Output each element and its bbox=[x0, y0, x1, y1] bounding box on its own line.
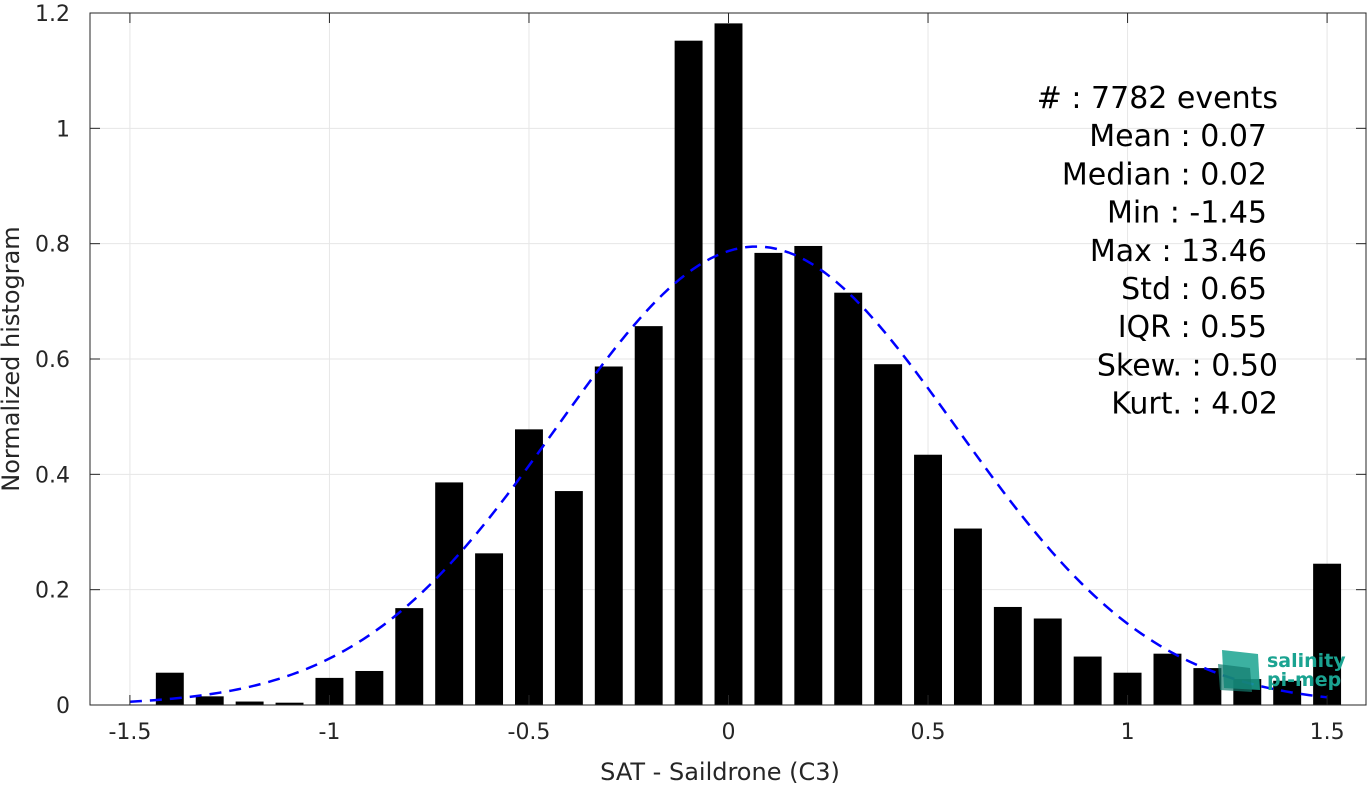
histogram-bar bbox=[1193, 668, 1222, 705]
logo-emblem-icon bbox=[1218, 650, 1260, 692]
stats-line: Mean : 0.07 bbox=[1089, 119, 1267, 154]
histogram-bar bbox=[714, 23, 743, 705]
bars-layer bbox=[155, 23, 1342, 706]
x-tick-label: 0 bbox=[722, 720, 736, 745]
stats-line: Skew. : 0.50 bbox=[1097, 348, 1278, 383]
stats-line: Std : 0.65 bbox=[1121, 272, 1267, 307]
histogram-bar bbox=[794, 245, 823, 705]
y-tick-label: 0.2 bbox=[35, 579, 70, 604]
histogram-bar bbox=[1313, 563, 1342, 705]
y-tick-label: 0.6 bbox=[35, 348, 70, 373]
histogram-bar bbox=[674, 40, 703, 706]
histogram-bar bbox=[1033, 618, 1062, 705]
histogram-bar bbox=[554, 491, 583, 705]
stats-line: Max : 13.46 bbox=[1090, 234, 1267, 269]
stats-line: IQR : 0.55 bbox=[1118, 310, 1267, 345]
x-tick-label: 0.5 bbox=[911, 720, 946, 745]
plot-frame bbox=[89, 12, 1367, 706]
normal-fit-curve bbox=[129, 245, 1328, 703]
fit-curve-layer bbox=[129, 245, 1328, 703]
histogram-bar bbox=[1153, 653, 1182, 705]
histogram-bar bbox=[355, 670, 384, 705]
stats-line: Min : -1.45 bbox=[1107, 196, 1267, 231]
histogram-bar bbox=[914, 454, 942, 705]
histogram-bar bbox=[953, 528, 982, 705]
stats-line: Kurt. : 4.02 bbox=[1111, 387, 1278, 422]
histogram-bar bbox=[275, 702, 304, 705]
logo-text-line1: salinity bbox=[1267, 650, 1346, 672]
histogram-bar bbox=[594, 366, 623, 705]
y-tick-label: 0.8 bbox=[35, 233, 70, 258]
x-tick-label: -1 bbox=[318, 720, 340, 745]
x-tick-label: -0.5 bbox=[508, 720, 551, 745]
x-axis-label: SAT - Saildrone (C3) bbox=[600, 758, 840, 785]
x-tick-label: -1.5 bbox=[108, 720, 151, 745]
histogram-bar bbox=[395, 608, 424, 705]
histogram-bar bbox=[634, 326, 663, 705]
salinity-pimep-logo: salinity pi-mep bbox=[1218, 650, 1346, 692]
histogram-bar bbox=[1073, 656, 1102, 705]
y-axis-label: Normalized histogram bbox=[0, 226, 25, 491]
histogram-bar bbox=[993, 606, 1022, 705]
stats-line: Median : 0.02 bbox=[1062, 157, 1267, 192]
logo-text-line2: pi-mep bbox=[1267, 669, 1341, 691]
histogram-bar bbox=[754, 252, 783, 706]
histogram-bar bbox=[195, 696, 224, 705]
y-tick-label: 1.2 bbox=[35, 2, 70, 27]
histogram-bar bbox=[515, 429, 543, 705]
stats-line: # : 7782 events bbox=[1037, 81, 1278, 116]
y-tick-label: 0.4 bbox=[35, 463, 70, 488]
y-tick-label: 0 bbox=[56, 694, 70, 719]
histogram-bar bbox=[834, 292, 863, 705]
y-tick-label: 1 bbox=[56, 117, 70, 142]
histogram-bar bbox=[475, 553, 504, 705]
tick-labels: -1.5 -1 -0.5 0 0.5 1 1.5 0 0.2 0.4 0.6 0.8 1 1.2 bbox=[35, 2, 1345, 745]
x-tick-label: 1.5 bbox=[1310, 720, 1345, 745]
histogram-bar bbox=[235, 701, 264, 705]
histogram-bar bbox=[435, 482, 464, 705]
histogram-bar bbox=[874, 364, 903, 705]
x-tick-label: 1 bbox=[1121, 720, 1135, 745]
